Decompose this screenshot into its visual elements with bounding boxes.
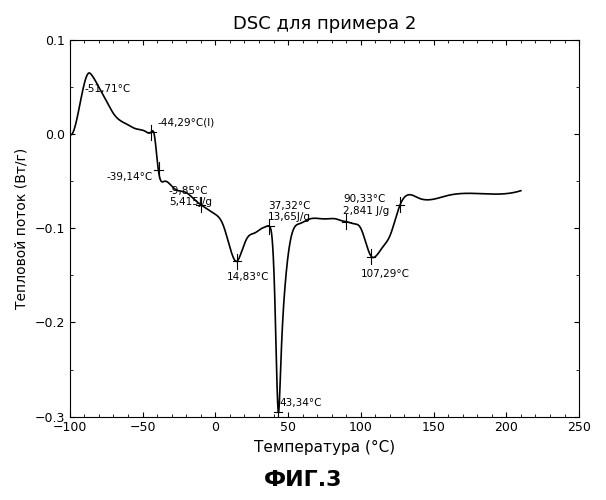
Text: -39,14°C: -39,14°C [106, 172, 153, 181]
Text: -9,85°C
5,415J/g: -9,85°C 5,415J/g [168, 186, 211, 207]
Text: 37,32°C
13,65J/g: 37,32°C 13,65J/g [268, 200, 311, 222]
Y-axis label: Тепловой поток (Вт/г): Тепловой поток (Вт/г) [15, 148, 29, 309]
Text: -44,29°C(l): -44,29°C(l) [157, 118, 215, 128]
Text: ФИГ.3: ФИГ.3 [264, 470, 342, 490]
Text: 90,33°C
2,841 J/g: 90,33°C 2,841 J/g [344, 194, 390, 216]
Text: 43,34°C: 43,34°C [279, 398, 322, 408]
Text: 14,83°C: 14,83°C [227, 272, 270, 282]
Title: DSC для примера 2: DSC для примера 2 [233, 15, 416, 33]
Text: -51,71°C: -51,71°C [84, 84, 130, 94]
X-axis label: Температура (°C): Температура (°C) [254, 440, 395, 455]
Text: 107,29°C: 107,29°C [361, 268, 410, 278]
